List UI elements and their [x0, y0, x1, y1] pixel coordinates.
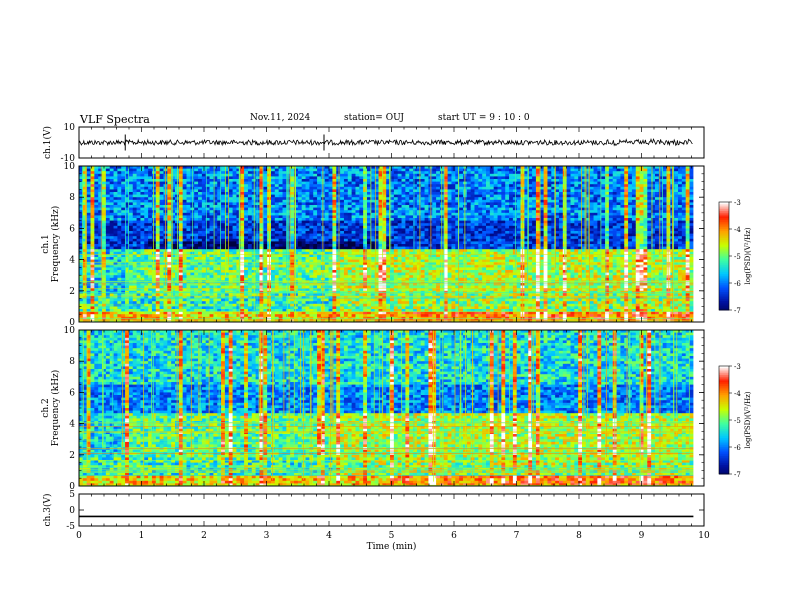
- x-axis-label: Time (min): [367, 541, 417, 552]
- colorbar-tick-label: -6: [734, 280, 741, 288]
- colorbar-tick-label: -3: [734, 199, 741, 207]
- colorbar-tick-label: -4: [734, 226, 741, 234]
- colorbar-tick-label: -6: [734, 444, 741, 452]
- start-time-label: start UT = 9 : 10 : 0: [438, 113, 530, 123]
- y-axis-label: ch.2: [41, 398, 51, 417]
- y-tick-label: 2: [69, 451, 75, 461]
- x-tick-label: 8: [576, 531, 582, 541]
- y-axis-label: Frequency (kHz): [50, 206, 61, 283]
- y-tick-label: 4: [69, 256, 75, 266]
- y-axis-label: ch.1(V): [42, 126, 53, 159]
- ch1-trace: [78, 137, 693, 147]
- y-tick-label: 5: [69, 490, 75, 500]
- waveform-ch1: [78, 134, 693, 151]
- colorbar-tick-label: -7: [734, 471, 741, 479]
- x-tick-label: 1: [139, 531, 145, 541]
- x-tick-label: 4: [326, 531, 332, 541]
- x-tick-label: 7: [514, 531, 520, 541]
- y-tick-label: -10: [61, 154, 76, 164]
- colorbar: [718, 365, 730, 475]
- colorbar-label: log(PSD)(V²/Hz): [744, 391, 752, 448]
- y-tick-label: 10: [64, 123, 76, 133]
- y-axis-label: Frequency (kHz): [50, 370, 61, 447]
- y-tick-label: -5: [66, 522, 75, 532]
- spectrogram-ch2: [79, 330, 704, 487]
- x-tick-label: 2: [201, 531, 207, 541]
- colorbar-label: log(PSD)(V²/Hz): [744, 227, 752, 284]
- x-tick-label: 9: [639, 531, 645, 541]
- colorbar: [718, 201, 730, 311]
- y-tick-label: 8: [69, 357, 75, 367]
- colorbar-tick-label: -5: [734, 417, 741, 425]
- y-tick-label: 0: [69, 318, 75, 328]
- x-tick-label: 6: [451, 531, 457, 541]
- spectrogram-ch1: [79, 166, 704, 323]
- x-tick-label: 3: [264, 531, 270, 541]
- y-tick-label: 10: [64, 162, 76, 172]
- y-tick-label: 8: [69, 193, 75, 203]
- y-tick-label: 0: [69, 506, 75, 516]
- colorbar-tick-label: -4: [734, 390, 741, 398]
- y-tick-label: 6: [69, 388, 75, 398]
- x-tick-label: 10: [698, 531, 710, 541]
- x-tick-label: 5: [389, 531, 395, 541]
- y-tick-label: 10: [64, 326, 76, 336]
- station-label: station= OUJ: [344, 113, 404, 123]
- colorbar-tick-label: -7: [734, 307, 741, 315]
- y-tick-label: 0: [69, 482, 75, 492]
- y-tick-label: 4: [69, 420, 75, 430]
- colorbar-tick-label: -3: [734, 363, 741, 371]
- chart-title: VLF Spectra: [80, 113, 150, 126]
- x-tick-label: 0: [76, 531, 82, 541]
- y-axis-label: ch.3(V): [42, 494, 53, 527]
- y-tick-label: 2: [69, 287, 75, 297]
- y-axis-label: ch.1: [41, 234, 51, 253]
- y-tick-label: 6: [69, 224, 75, 234]
- colorbar-tick-label: -5: [734, 253, 741, 261]
- date-label: Nov.11, 2024: [250, 113, 310, 123]
